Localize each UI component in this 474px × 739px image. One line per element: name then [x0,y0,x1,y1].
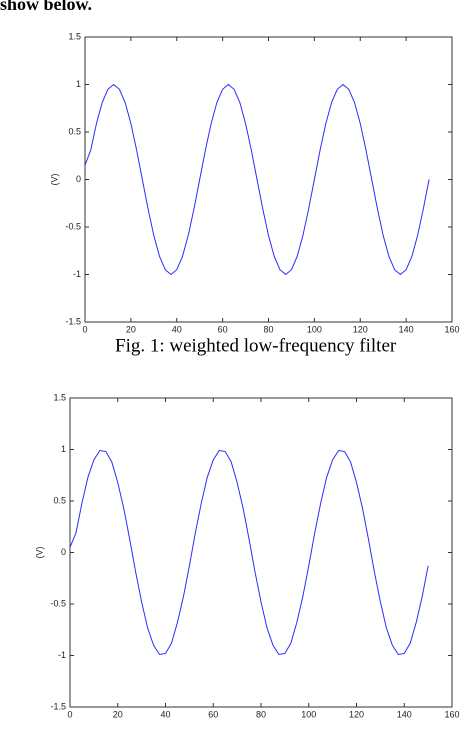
x-tick-label: 160 [444,709,459,719]
x-tick-label: 140 [397,709,412,719]
y-tick-label: -1 [73,269,81,279]
data-line [69,449,429,656]
data-line [84,83,430,276]
x-tick-label: 160 [444,324,459,334]
x-tick-label: 60 [218,324,228,334]
y-axis-label: (V) [49,174,59,186]
x-tick-label: 140 [399,324,414,334]
y-tick-label: -1 [58,650,66,660]
y-tick-label: -1.5 [50,701,66,711]
y-tick-label: 1 [61,444,66,454]
x-tick-label: 0 [82,324,87,334]
x-tick-label: 100 [301,709,316,719]
x-tick-label: 80 [256,709,266,719]
x-tick-label: 120 [353,324,368,334]
y-tick-label: 0 [61,547,66,557]
x-tick-label: 20 [126,324,136,334]
y-tick-label: 0 [76,174,81,184]
y-tick-label: -0.5 [50,598,66,608]
x-tick-label: 20 [113,709,123,719]
plot-frame [69,397,453,708]
x-tick-label: 0 [67,709,72,719]
y-tick-label: 1.5 [53,392,66,402]
figure-caption: Fig. 1: weighted low-frequency filter [115,335,397,356]
x-tick-label: 100 [307,324,322,334]
x-tick-label: 40 [172,324,182,334]
x-tick-label: 40 [160,709,170,719]
header-text: show below. [0,0,92,14]
x-tick-label: 60 [208,709,218,719]
y-tick-label: 1.5 [68,31,81,41]
y-tick-label: -0.5 [65,221,81,231]
y-tick-label: 0.5 [53,495,66,505]
plot-frame [84,36,453,323]
y-axis-label: (V) [34,547,44,559]
y-tick-label: 0.5 [68,126,81,136]
y-tick-label: 1 [76,79,81,89]
x-tick-label: 80 [263,324,273,334]
y-tick-label: -1.5 [65,316,81,326]
x-tick-label: 120 [349,709,364,719]
